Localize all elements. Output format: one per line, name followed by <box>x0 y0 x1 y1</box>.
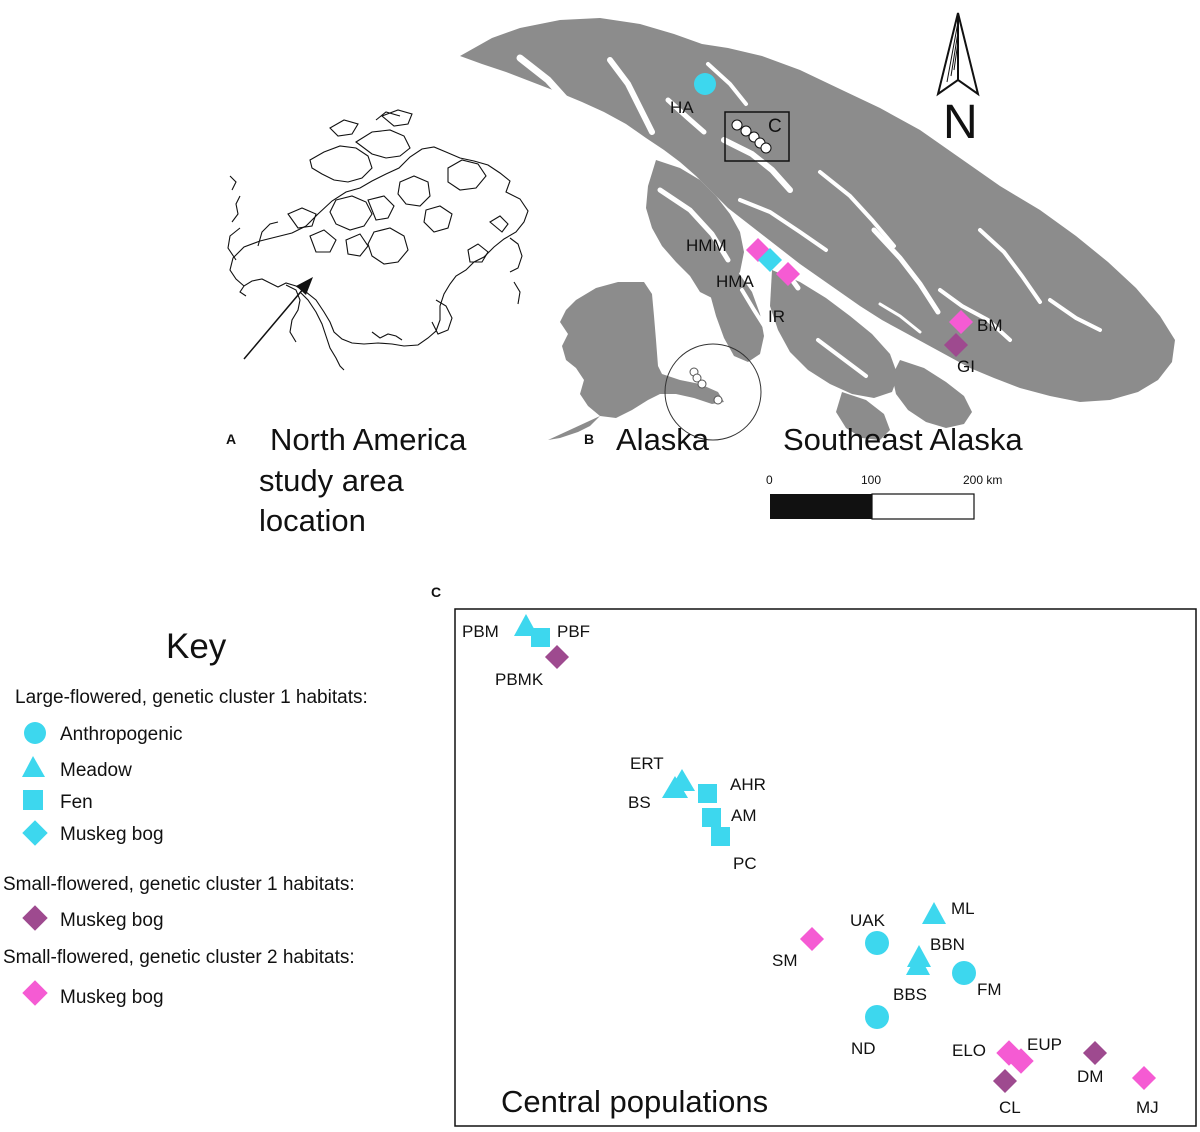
southeast-alaska-land <box>460 18 1175 440</box>
scale-bar: 0 100 200 km <box>766 473 1002 520</box>
panel-a-title-line: North America <box>270 422 467 457</box>
site-marker <box>906 953 930 975</box>
site-label: FM <box>977 980 1002 999</box>
site-label: UAK <box>850 911 886 930</box>
alaska-pointer-arrow <box>243 277 313 360</box>
site-label: MJ <box>1136 1098 1159 1117</box>
diamond-icon <box>22 905 48 931</box>
site-marker <box>865 931 889 955</box>
site-marker <box>922 902 946 924</box>
square-icon <box>23 790 43 810</box>
panel-c-frame <box>454 608 1197 1127</box>
site-label: AHR <box>730 775 766 794</box>
legend-group-heading: Small-flowered, genetic cluster 1 habita… <box>3 874 355 895</box>
site-marker <box>698 784 717 803</box>
site-marker <box>799 926 825 952</box>
scale-tick-label: 200 km <box>963 473 1002 487</box>
site-label: BM <box>977 316 1003 335</box>
panel-c-letter: C <box>431 584 441 600</box>
site-label: SM <box>772 951 798 970</box>
site-marker <box>1131 1065 1157 1091</box>
site-marker <box>544 644 570 670</box>
site-label: BS <box>628 793 651 812</box>
scale-tick-label: 0 <box>766 473 773 487</box>
panel-b-main-title: Southeast Alaska <box>783 422 1023 457</box>
map-c-site-markers <box>514 614 1157 1094</box>
site-label: PC <box>733 854 757 873</box>
panel-a-letter: A <box>226 431 236 447</box>
site-label: PBF <box>557 622 590 641</box>
map-b-site-labels: HA HMM HMA IR BM GI <box>670 98 1003 376</box>
site-label: DM <box>1077 1067 1103 1086</box>
site-label: PBM <box>462 622 499 641</box>
legend-title: Key <box>166 627 227 666</box>
site-label: ND <box>851 1039 876 1058</box>
legend: Key Large-flowered, genetic cluster 1 ha… <box>3 627 368 1008</box>
legend-group-heading: Large-flowered, genetic cluster 1 habita… <box>15 687 368 708</box>
site-label: BBS <box>893 985 927 1004</box>
north-arrow-icon: N <box>936 12 980 149</box>
site-marker <box>694 73 716 95</box>
panel-c-caption: Central populations <box>501 1084 768 1119</box>
north-america-outline-map <box>227 109 529 371</box>
legend-item-label: Muskeg bog <box>60 824 164 845</box>
site-label: GI <box>957 357 975 376</box>
site-label: ML <box>951 899 975 918</box>
site-marker <box>711 827 730 846</box>
alaska-inset-locator <box>664 343 762 441</box>
legend-item-label: Anthropogenic <box>60 724 183 745</box>
legend-item-label: Muskeg bog <box>60 910 164 931</box>
site-marker <box>662 776 688 798</box>
site-marker <box>865 1005 889 1029</box>
site-label: BBN <box>930 935 965 954</box>
site-label: ELO <box>952 1041 986 1060</box>
site-marker <box>992 1068 1018 1094</box>
panel-c-extent-box: C <box>724 111 790 162</box>
site-marker <box>952 961 976 985</box>
triangle-icon <box>22 756 45 777</box>
site-label: ERT <box>630 754 664 773</box>
site-label: HMA <box>716 272 754 291</box>
site-label: PBMK <box>495 670 544 689</box>
site-label: HA <box>670 98 694 117</box>
panel-b-letter: B <box>584 431 594 447</box>
scale-tick-label: 100 <box>861 473 881 487</box>
legend-group-heading: Small-flowered, genetic cluster 2 habita… <box>3 947 355 968</box>
site-label: EUP <box>1027 1035 1062 1054</box>
panel-c-extent-label: C <box>768 116 782 137</box>
diamond-icon <box>22 820 48 846</box>
site-marker <box>702 808 721 827</box>
panel-a-title-line: study area <box>259 463 405 498</box>
site-label: CL <box>999 1098 1021 1117</box>
legend-item-label: Meadow <box>60 760 132 781</box>
panel-b-inset-title: Alaska <box>616 422 710 457</box>
site-label: HMM <box>686 236 727 255</box>
circle-icon <box>24 722 46 744</box>
site-marker <box>531 628 550 647</box>
panel-a-title: North America study area location <box>259 422 467 538</box>
site-marker <box>1082 1040 1108 1066</box>
legend-item-label: Fen <box>60 792 93 813</box>
map-c-site-labels: PBM PBF PBMK ERT BS AHR AM PC ML UAK BBN… <box>462 622 1159 1117</box>
legend-item-label: Muskeg bog <box>60 987 164 1008</box>
site-label: AM <box>731 806 757 825</box>
site-label: IR <box>768 307 785 326</box>
panel-a-title-line: location <box>259 503 366 538</box>
diamond-icon <box>22 980 48 1006</box>
north-arrow-label: N <box>943 96 978 149</box>
